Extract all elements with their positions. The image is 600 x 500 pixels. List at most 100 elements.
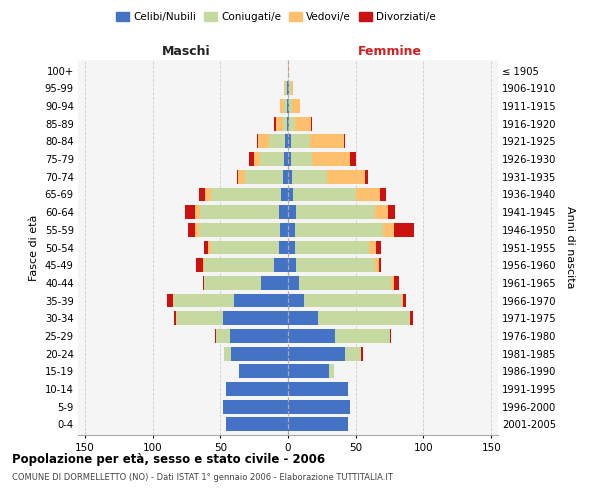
Bar: [288, 188, 293, 202]
Bar: [194, 205, 200, 219]
Bar: [388, 205, 395, 219]
Bar: [288, 346, 345, 360]
Bar: [383, 223, 394, 236]
Bar: [375, 205, 388, 219]
Bar: [234, 294, 288, 308]
Bar: [345, 346, 361, 360]
Bar: [288, 418, 347, 432]
Bar: [249, 152, 254, 166]
Bar: [288, 117, 289, 130]
Bar: [288, 64, 289, 78]
Y-axis label: Anni di nascita: Anni di nascita: [565, 206, 575, 289]
Bar: [285, 82, 287, 95]
Bar: [254, 152, 260, 166]
Bar: [278, 205, 288, 219]
Y-axis label: Fasce di età: Fasce di età: [29, 214, 39, 280]
Bar: [311, 117, 313, 130]
Bar: [261, 276, 288, 290]
Bar: [260, 152, 284, 166]
Bar: [238, 170, 245, 183]
Text: Popolazione per età, sesso e stato civile - 2006: Popolazione per età, sesso e stato civil…: [12, 452, 325, 466]
Bar: [291, 134, 310, 148]
Bar: [200, 205, 278, 219]
Bar: [288, 99, 289, 113]
Bar: [287, 117, 288, 130]
Bar: [284, 152, 288, 166]
Bar: [188, 223, 194, 236]
Bar: [285, 134, 288, 148]
Bar: [376, 240, 382, 254]
Bar: [288, 364, 329, 378]
Bar: [296, 205, 375, 219]
Bar: [288, 170, 292, 183]
Bar: [295, 117, 311, 130]
Bar: [299, 276, 391, 290]
Bar: [236, 170, 238, 183]
Bar: [287, 99, 288, 113]
Bar: [226, 418, 288, 432]
Bar: [194, 223, 199, 236]
Text: COMUNE DI DORMELLETTO (NO) - Dati ISTAT 1° gennaio 2006 - Elaborazione TUTTITALI: COMUNE DI DORMELLETTO (NO) - Dati ISTAT …: [12, 472, 393, 482]
Text: Femmine: Femmine: [358, 45, 422, 58]
Bar: [291, 152, 313, 166]
Bar: [375, 258, 379, 272]
Bar: [335, 329, 389, 343]
Bar: [199, 188, 205, 202]
Bar: [288, 276, 299, 290]
Bar: [245, 170, 283, 183]
Bar: [203, 276, 204, 290]
Bar: [203, 258, 204, 272]
Bar: [257, 134, 258, 148]
Bar: [291, 82, 293, 95]
Bar: [292, 170, 327, 183]
Bar: [295, 223, 383, 236]
Bar: [269, 134, 285, 148]
Bar: [394, 223, 414, 236]
Bar: [230, 329, 288, 343]
Bar: [391, 276, 394, 290]
Bar: [204, 240, 208, 254]
Bar: [380, 188, 386, 202]
Bar: [292, 99, 300, 113]
Bar: [288, 82, 289, 95]
Bar: [365, 170, 368, 183]
Bar: [284, 99, 287, 113]
Bar: [224, 346, 231, 360]
Bar: [410, 312, 413, 325]
Bar: [293, 188, 356, 202]
Bar: [174, 312, 176, 325]
Bar: [288, 312, 318, 325]
Bar: [288, 382, 347, 396]
Bar: [304, 294, 402, 308]
Bar: [318, 312, 410, 325]
Bar: [394, 276, 399, 290]
Bar: [226, 382, 288, 396]
Bar: [356, 188, 380, 202]
Bar: [288, 223, 295, 236]
Bar: [216, 329, 230, 343]
Bar: [287, 82, 288, 95]
Bar: [239, 364, 288, 378]
Bar: [329, 364, 334, 378]
Bar: [211, 240, 278, 254]
Bar: [379, 258, 382, 272]
Bar: [176, 312, 223, 325]
Bar: [185, 205, 194, 219]
Text: Maschi: Maschi: [162, 45, 211, 58]
Bar: [215, 329, 216, 343]
Bar: [310, 134, 344, 148]
Bar: [288, 240, 295, 254]
Bar: [288, 134, 291, 148]
Bar: [283, 117, 287, 130]
Bar: [231, 346, 288, 360]
Bar: [223, 312, 288, 325]
Bar: [204, 276, 261, 290]
Bar: [280, 223, 288, 236]
Bar: [278, 240, 288, 254]
Bar: [205, 188, 211, 202]
Bar: [167, 294, 173, 308]
Bar: [288, 258, 296, 272]
Bar: [313, 152, 350, 166]
Bar: [196, 258, 203, 272]
Bar: [211, 188, 281, 202]
